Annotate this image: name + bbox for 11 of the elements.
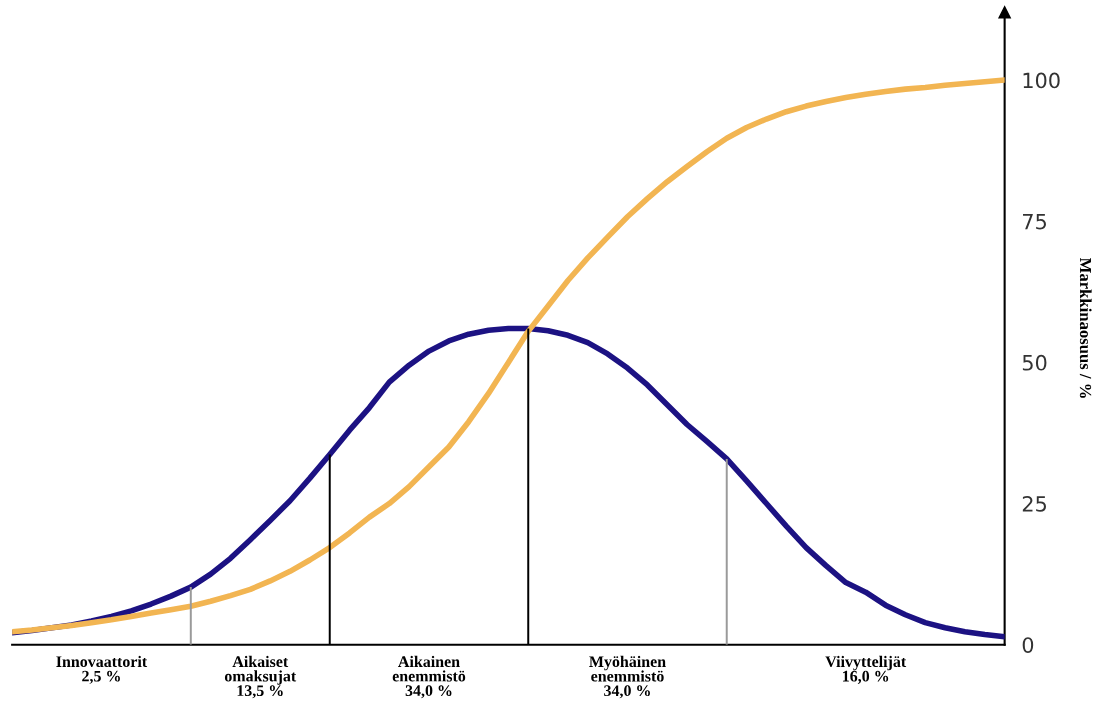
text: Innovaattorit 2,5 % — [56, 655, 148, 684]
y-tick-label: 100 — [1023, 72, 1060, 89]
y-tick-label: 50 — [1022, 354, 1047, 371]
y-tick-label: 25 — [1022, 495, 1046, 512]
y-tick-label: 75 — [1023, 213, 1046, 230]
y-axis-title: Markkinaosuus / % — [1079, 257, 1092, 398]
y-tick-label: 0 — [1022, 637, 1034, 653]
text: Aikainen enemmistö 34,0 % — [392, 655, 466, 699]
text: Aikaiset omaksujat 13,5 % — [224, 655, 297, 699]
text: Myöhäinen enemmistö 34,0 % — [589, 655, 666, 699]
text: Viivyttelijät 16,0 % — [825, 655, 907, 684]
